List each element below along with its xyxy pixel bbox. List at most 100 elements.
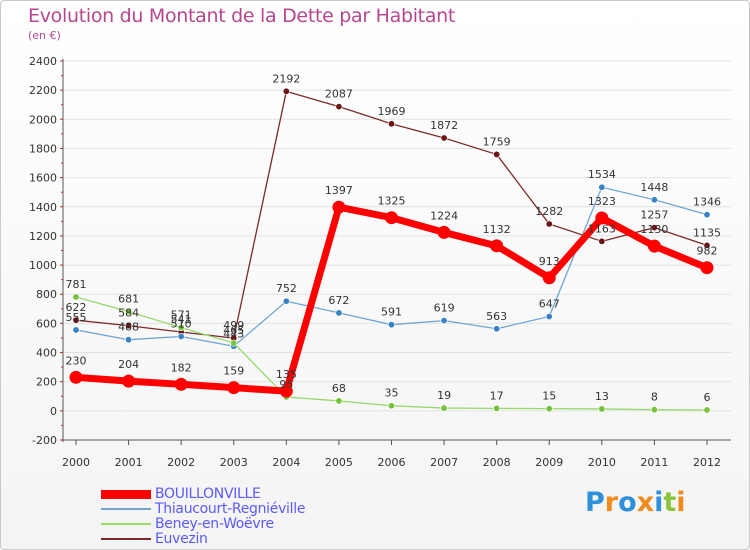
- data-point-euvezin: [650, 224, 658, 232]
- data-point-euvezin: [440, 134, 448, 142]
- x-tick-label: 2000: [62, 456, 90, 469]
- data-point-beney-en-wo-vre: [598, 405, 606, 413]
- logo-letter: r: [604, 487, 619, 518]
- x-tick-label: 2012: [693, 456, 721, 469]
- data-label-euvezin: 2192: [272, 72, 300, 85]
- legend-label-bouillonville: BOUILLONVILLE: [155, 486, 261, 502]
- data-point-thiaucourt-regni-ville: [282, 297, 290, 305]
- data-label-beney-en-wo-vre: 19: [437, 389, 451, 402]
- logo-letter: i: [676, 487, 686, 518]
- data-point-euvezin: [545, 220, 553, 228]
- data-label-bouillonville: 1224: [430, 209, 458, 222]
- data-label-beney-en-wo-vre: 13: [595, 390, 609, 403]
- data-label-bouillonville: 182: [171, 361, 192, 374]
- y-tick-label: 1000: [29, 259, 57, 272]
- data-label-euvezin: 1282: [535, 205, 563, 218]
- data-point-beney-en-wo-vre: [493, 404, 501, 412]
- data-point-bouillonville: [647, 239, 661, 253]
- data-label-thiaucourt-regni-ville: 443: [223, 327, 244, 340]
- data-point-bouillonville: [174, 377, 188, 391]
- data-label-thiaucourt-regni-ville: 555: [66, 311, 87, 324]
- x-tick-label: 2007: [430, 456, 458, 469]
- data-label-beney-en-wo-vre: 681: [118, 293, 139, 306]
- data-label-beney-en-wo-vre: 68: [332, 382, 346, 395]
- data-label-beney-en-wo-vre: 17: [490, 389, 504, 402]
- data-point-thiaucourt-regni-ville: [72, 326, 80, 334]
- logo-letter: t: [663, 487, 677, 518]
- data-point-thiaucourt-regni-ville: [125, 336, 133, 344]
- data-label-beney-en-wo-vre: 15: [542, 390, 556, 403]
- data-point-euvezin: [72, 316, 80, 324]
- y-tick-label: 1800: [29, 142, 57, 155]
- y-tick-label: 800: [36, 288, 57, 301]
- data-label-thiaucourt-regni-ville: 510: [171, 318, 192, 331]
- data-point-thiaucourt-regni-ville: [598, 183, 606, 191]
- data-point-bouillonville: [227, 381, 241, 395]
- legend-item-thiaucourt: Thiaucourt-Regniéville: [101, 501, 305, 517]
- legend-swatch-beney: [101, 523, 151, 525]
- data-point-bouillonville: [595, 211, 609, 225]
- data-label-euvezin: 1257: [640, 209, 668, 222]
- data-point-bouillonville: [542, 271, 556, 285]
- logo-letter: x: [636, 487, 655, 518]
- data-point-beney-en-wo-vre: [703, 406, 711, 414]
- data-label-bouillonville: 1130: [640, 223, 668, 236]
- y-tick-label: 600: [36, 317, 57, 330]
- chart-subtitle: (en €): [28, 29, 61, 42]
- data-label-thiaucourt-regni-ville: 647: [539, 298, 560, 311]
- y-tick-label: 200: [36, 376, 57, 389]
- y-tick-label: 1600: [29, 172, 57, 185]
- data-point-bouillonville: [69, 370, 83, 384]
- legend-swatch-thiaucourt: [101, 508, 151, 510]
- data-label-beney-en-wo-vre: 571: [171, 309, 192, 322]
- data-point-beney-en-wo-vre: [650, 406, 658, 414]
- data-label-euvezin: 1759: [483, 135, 511, 148]
- data-point-euvezin: [387, 120, 395, 128]
- data-point-beney-en-wo-vre: [440, 404, 448, 412]
- data-label-beney-en-wo-vre: 465: [223, 324, 244, 337]
- y-tick-label: 0: [50, 405, 57, 418]
- data-label-bouillonville: 913: [539, 255, 560, 268]
- logo-letter: P: [585, 487, 605, 518]
- data-label-bouillonville: 982: [697, 245, 718, 258]
- data-point-euvezin: [703, 241, 711, 249]
- y-tick-label: -200: [32, 434, 57, 447]
- y-tick-label: 1400: [29, 201, 57, 214]
- legend-swatch-bouillonville: [101, 489, 151, 499]
- data-label-euvezin: 1872: [430, 119, 458, 132]
- x-tick-label: 2010: [588, 456, 616, 469]
- chart-title: Evolution du Montant de la Dette par Hab…: [28, 5, 456, 27]
- data-point-thiaucourt-regni-ville: [703, 211, 711, 219]
- data-label-bouillonville: 230: [66, 354, 87, 367]
- legend-label-beney: Beney-en-Woëvre: [155, 516, 274, 532]
- data-label-bouillonville: 1323: [588, 195, 616, 208]
- data-point-thiaucourt-regni-ville: [335, 309, 343, 317]
- legend-item-bouillonville: BOUILLONVILLE: [101, 486, 261, 502]
- x-tick-label: 2004: [272, 456, 300, 469]
- x-tick-label: 2001: [115, 456, 143, 469]
- x-tick-label: 2002: [167, 456, 195, 469]
- data-label-bouillonville: 159: [223, 365, 244, 378]
- data-label-beney-en-wo-vre: 35: [385, 387, 399, 400]
- data-point-thiaucourt-regni-ville: [545, 313, 553, 321]
- data-point-thiaucourt-regni-ville: [387, 321, 395, 329]
- y-tick-label: 2200: [29, 84, 57, 97]
- data-point-beney-en-wo-vre: [335, 397, 343, 405]
- data-label-thiaucourt-regni-ville: 563: [486, 310, 507, 323]
- data-label-euvezin: 584: [118, 307, 139, 320]
- y-tick-label: 2400: [29, 55, 57, 68]
- data-point-beney-en-wo-vre: [72, 293, 80, 301]
- data-label-beney-en-wo-vre: 95: [279, 378, 293, 391]
- data-point-thiaucourt-regni-ville: [440, 317, 448, 325]
- data-label-euvezin: 1135: [693, 226, 721, 239]
- data-label-thiaucourt-regni-ville: 1534: [588, 168, 616, 181]
- legend-item-euvezin: Euvezin: [101, 531, 208, 547]
- data-point-euvezin: [493, 150, 501, 158]
- legend-swatch-euvezin: [101, 538, 151, 540]
- data-label-beney-en-wo-vre: 6: [704, 391, 711, 404]
- data-point-beney-en-wo-vre: [387, 402, 395, 410]
- data-label-euvezin: 1163: [588, 222, 616, 235]
- x-tick-label: 2011: [640, 456, 668, 469]
